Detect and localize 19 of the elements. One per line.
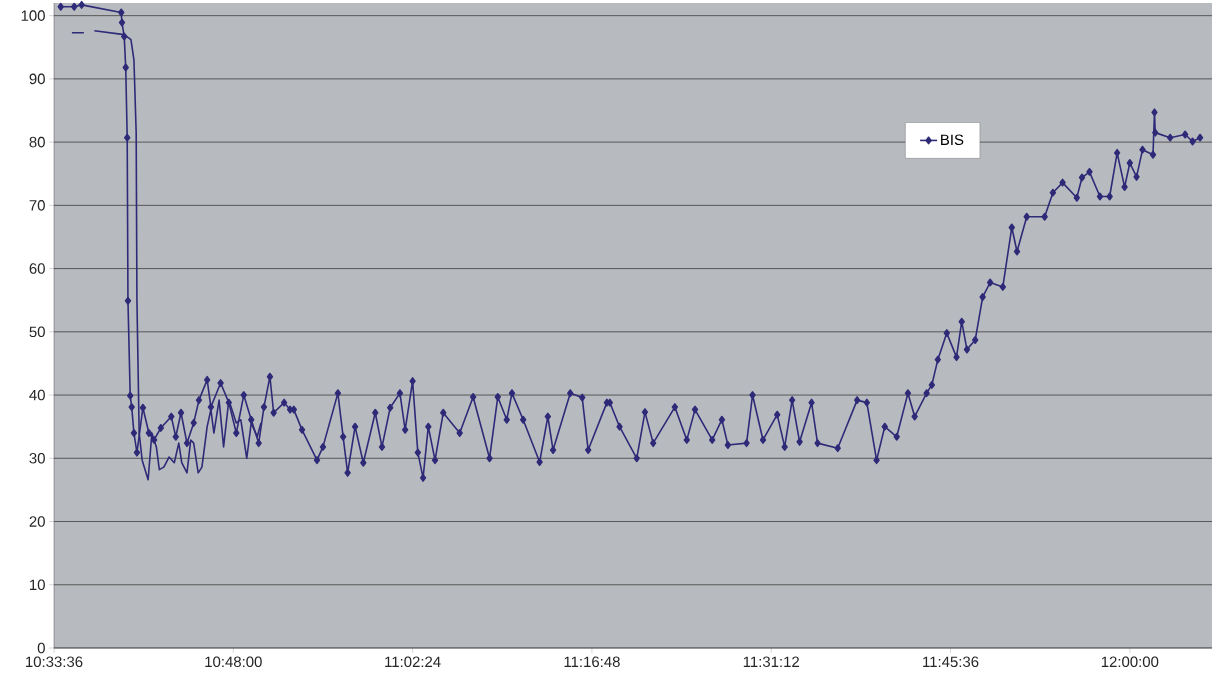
x-tick-label: 10:48:00 bbox=[205, 656, 262, 668]
x-tick-label: 11:45:36 bbox=[923, 656, 979, 668]
x-tick-label: 11:16:48 bbox=[564, 656, 620, 668]
y-tick-label: 100 bbox=[21, 10, 45, 21]
y-tick-label: 20 bbox=[29, 516, 45, 527]
y-tick-label: 60 bbox=[29, 263, 45, 274]
y-tick-label: 80 bbox=[29, 136, 45, 148]
x-tick-label: 10:33:36 bbox=[26, 656, 83, 668]
y-tick-label: 90 bbox=[29, 73, 45, 85]
y-tick-label: 0 bbox=[37, 642, 45, 654]
x-tick-label: 11:02:24 bbox=[385, 656, 441, 668]
y-tick-label: 50 bbox=[29, 326, 45, 338]
y-tick-label: 40 bbox=[29, 389, 45, 401]
x-tick-label: 12:00:00 bbox=[1101, 656, 1159, 668]
y-tick-label: 10 bbox=[30, 579, 45, 591]
y-tick-label: 70 bbox=[29, 200, 45, 211]
y-tick-label: 30 bbox=[29, 453, 45, 464]
legend-label: BIS bbox=[941, 134, 964, 146]
x-tick-label: 11:31:12 bbox=[743, 656, 799, 668]
